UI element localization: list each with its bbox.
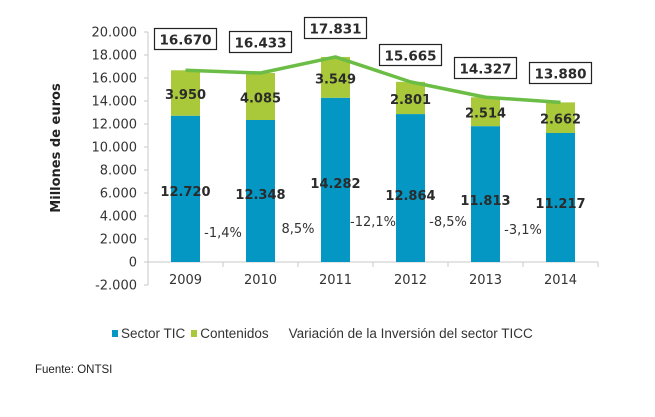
legend-item-variacion: Variación de la Inversión del sector TIC… [289,326,533,341]
x-tick-label: 2010 [244,273,277,288]
total-label: 17.831 [309,22,361,38]
total-label-box [153,27,218,51]
bar-label-contenidos: 2.514 [465,107,506,122]
y-tick-label: 18.000 [92,49,138,64]
data-labels: 12.720 3.950 12.348 4.085 14.282 3.549 12.864 2… [153,16,593,241]
y-tick-label: 10.000 [92,141,138,156]
bar-label-contenidos: 3.950 [165,88,206,103]
bar-contenidos [546,102,575,134]
bar-label-sector-tic: 14.282 [310,177,360,192]
total-label: 16.670 [159,33,211,49]
y-tick-label: 6.000 [100,187,137,202]
total-label: 14.327 [459,62,511,78]
y-tick-label: 20.000 [92,26,138,41]
y-tick-label: 14.000 [92,95,138,110]
bar-sector-tic [396,114,425,263]
total-label-box [528,61,593,85]
bar-label-sector-tic: 11.813 [460,194,510,209]
bar-sector-tic [321,97,350,262]
source-note: Fuente: ONTSI [35,364,113,376]
legend-label-contenidos: Contenidos [200,326,269,341]
legend-item-contenidos: Contenidos [191,326,269,341]
y-tick-label: 0 [129,256,137,271]
bar-sector-tic [471,126,500,262]
total-label: 15.665 [384,49,436,65]
bar-label-contenidos: 4.085 [240,92,281,107]
bar-sector-tic [546,133,575,262]
y-tick-label: 8.000 [100,164,137,179]
variation-label: -12,1% [350,215,396,230]
y-tick-label: 2.000 [100,233,137,248]
y-axis-label: Millones de euros [49,83,64,213]
bar-contenidos [171,70,200,116]
bar-sector-tic [246,119,275,262]
variation-label: 8,5% [281,222,314,237]
x-tick-label: 2012 [394,273,427,288]
total-label-box [453,56,518,80]
bar-label-contenidos: 2.662 [540,113,581,128]
bar-label-sector-tic: 12.348 [235,188,285,203]
legend-label-variacion: Variación de la Inversión del sector TIC… [288,326,533,341]
y-tick-label: 16.000 [92,72,138,87]
legend-label-sector-tic: Sector TIC [121,326,186,341]
total-label-box [378,43,443,67]
bar-label-contenidos: 2.801 [390,93,431,108]
x-tick-label: 2009 [169,273,202,288]
x-tick-label: 2011 [319,273,352,288]
bar-label-contenidos: 3.549 [315,72,356,87]
variation-label: -1,4% [204,226,242,241]
legend: Sector TIC Contenidos Variación de la In… [112,326,539,341]
y-tick-label: -2.000 [95,279,137,294]
total-label-box [303,16,368,40]
total-line [185,55,561,105]
total-label-box [228,30,293,54]
x-tick-label: 2014 [544,273,577,288]
legend-swatch-sector-tic [112,330,118,337]
bar-contenidos [321,56,350,98]
bar-label-sector-tic: 11.217 [535,197,585,212]
x-tick-label: 2013 [469,273,502,288]
total-line-path [185,55,561,105]
bar-contenidos [396,81,425,115]
total-label: 13.880 [534,67,586,83]
variation-label: -8,5% [429,215,467,230]
bar-sector-tic [171,115,200,262]
total-label: 16.433 [234,36,286,52]
y-tick-label: 4.000 [100,210,137,225]
legend-swatch-contenidos [191,330,198,337]
variation-label: -3,1% [504,223,542,238]
y-tick-label: 12.000 [92,118,138,133]
bar-label-sector-tic: 12.720 [160,185,210,200]
bar-contenidos [246,73,275,120]
bars [171,56,575,263]
bar-contenidos [471,97,500,127]
legend-item-sector-tic: Sector TIC [112,326,185,341]
bar-label-sector-tic: 12.864 [385,189,435,204]
axes: -2.000 0 2.000 4.000 6.000 8.000 10.000 12.000 1… [92,26,599,294]
